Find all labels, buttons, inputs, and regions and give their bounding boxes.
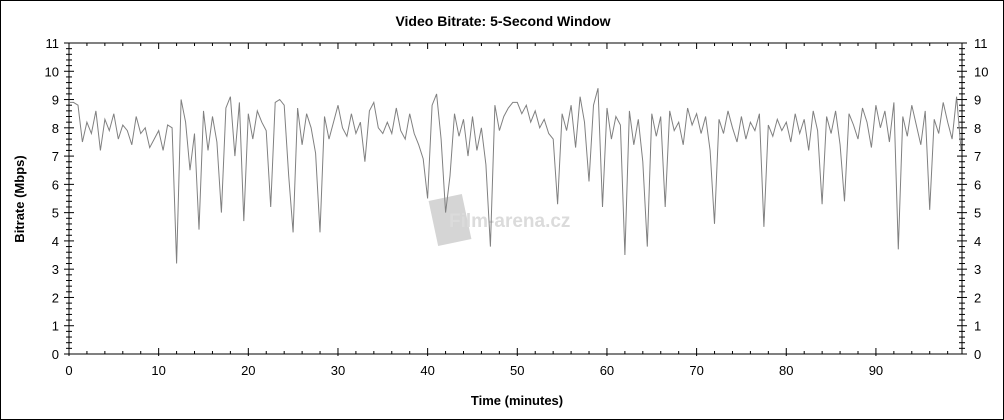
x-tick-label: 30 [331, 363, 345, 378]
plot-frame [68, 42, 963, 355]
y-axis-label: Bitrate (Mbps) [12, 155, 27, 242]
bitrate-series-line [69, 88, 962, 264]
film-clapper-icon [428, 193, 472, 247]
x-tick-label: 80 [779, 363, 793, 378]
y-tick-label-left: 6 [52, 177, 59, 192]
svg-text:Film-arena.cz: Film-arena.cz [449, 211, 570, 232]
y-tick-label-left: 10 [45, 64, 59, 79]
y-tick-label-right: 4 [974, 234, 981, 249]
x-tick-label: 60 [600, 363, 614, 378]
y-tick-label-right: 5 [974, 206, 981, 221]
x-tick-label: 70 [689, 363, 703, 378]
y-tick-label-left: 11 [46, 36, 60, 51]
y-tick-label-right: 10 [974, 64, 988, 79]
y-tick-label-right: 11 [974, 36, 988, 51]
y-tick-label-right: 1 [974, 319, 981, 334]
x-tick-label: 20 [241, 363, 255, 378]
y-tick-label-right: 6 [974, 177, 981, 192]
y-tick-label-left: 4 [52, 234, 59, 249]
x-tick-label: 40 [420, 363, 434, 378]
x-tick-label: 0 [65, 363, 72, 378]
x-tick-label: 50 [510, 363, 524, 378]
x-tick-label: 90 [869, 363, 883, 378]
y-tick-label-left: 0 [52, 347, 59, 362]
y-tick-label-left: 2 [52, 290, 59, 305]
y-tick-label-left: 7 [52, 149, 59, 164]
y-tick-label-left: 8 [52, 121, 59, 136]
y-tick-label-left: 3 [52, 262, 59, 277]
y-tick-label-right: 0 [974, 347, 981, 362]
y-tick-label-left: 9 [52, 93, 59, 108]
chart-title: Video Bitrate: 5-Second Window [395, 13, 610, 29]
x-axis-label: Time (minutes) [471, 393, 563, 408]
x-tick-label: 10 [151, 363, 165, 378]
y-tick-label-right: 9 [974, 93, 981, 108]
y-tick-label-right: 8 [974, 121, 981, 136]
y-tick-label-right: 2 [974, 290, 981, 305]
y-tick-label-right: 7 [974, 149, 981, 164]
watermark-logo: Film-arena.cz [428, 193, 570, 247]
y-tick-label-right: 3 [974, 262, 981, 277]
y-tick-label-left: 1 [52, 319, 59, 334]
y-tick-label-left: 5 [52, 206, 59, 221]
